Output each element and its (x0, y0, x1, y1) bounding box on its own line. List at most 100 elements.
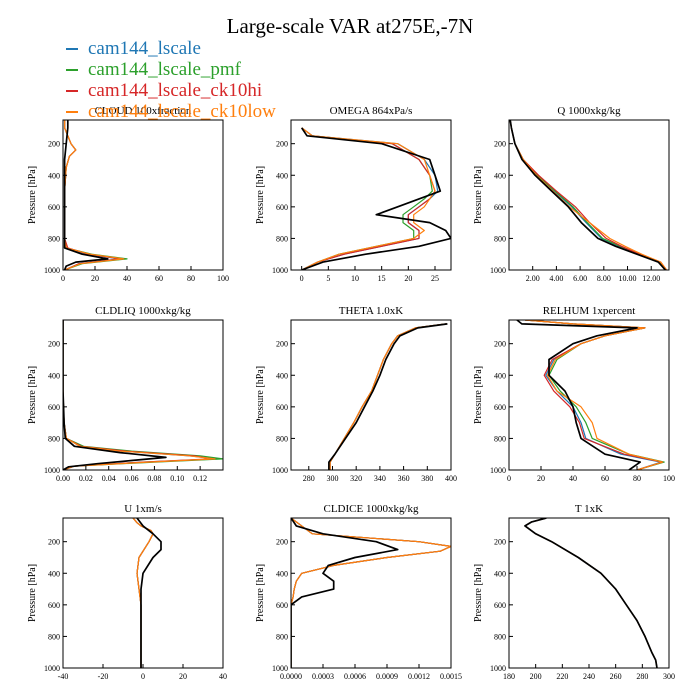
x-tick-label: 300 (663, 672, 675, 681)
figure-title: Large-scale VAR at275E,-7N (226, 14, 474, 38)
y-tick-label: 400 (494, 569, 506, 578)
series-cam144-lscale-ck10low (63, 320, 216, 470)
series-cam144-lscale (63, 120, 120, 270)
plot-frame (62, 119, 224, 271)
panel-title: CLOUD 100xfraction (95, 105, 192, 117)
x-tick-label: 320 (350, 474, 362, 483)
x-tick-label: 40 (123, 274, 131, 283)
series-reference (516, 320, 642, 470)
x-tick-label: 12.00 (642, 274, 660, 283)
y-tick-label: 1000 (272, 266, 288, 275)
x-tick-label: 0.12 (193, 474, 207, 483)
y-tick-label: 800 (48, 434, 60, 443)
y-tick-label: 800 (494, 632, 506, 641)
panel-title: T 1xK (575, 503, 603, 515)
x-tick-label: 360 (398, 474, 410, 483)
series-cam144-lscale-ck10low (329, 323, 447, 470)
y-tick-label: 1000 (44, 466, 60, 475)
legend-label: cam144_lscale_ck10low (88, 101, 276, 122)
y-tick-label: 200 (48, 140, 60, 149)
x-tick-label: 25 (431, 274, 439, 283)
y-tick-label: 600 (276, 203, 288, 212)
panel-title: RELHUM 1xpercent (543, 305, 636, 317)
legend-label: cam144_lscale_pmf (88, 59, 242, 80)
y-tick-label: 400 (48, 171, 60, 180)
x-tick-label: 60 (155, 274, 163, 283)
y-tick-label: 200 (48, 340, 60, 349)
x-tick-label: 340 (374, 474, 386, 483)
y-tick-label: 1000 (272, 664, 288, 673)
legend-swatch (66, 48, 78, 50)
x-tick-label: 0.04 (102, 474, 116, 483)
x-tick-label: 100 (663, 474, 675, 483)
x-tick-label: 40 (219, 672, 227, 681)
x-tick-label: 0 (300, 274, 304, 283)
y-tick-label: 600 (276, 403, 288, 412)
series-cam144-lscale-ck10low (509, 120, 668, 270)
plot-frame (290, 517, 452, 669)
x-tick-label: 0.0015 (440, 672, 462, 681)
y-tick-label: 400 (276, 371, 288, 380)
x-tick-label: 0.10 (170, 474, 184, 483)
y-tick-label: 600 (48, 203, 60, 212)
y-tick-label: 200 (276, 340, 288, 349)
y-axis-label: Pressure [hPa] (473, 366, 484, 424)
panel-title: CLDICE 1000xkg/kg (323, 503, 419, 515)
plot-frame (508, 319, 670, 471)
x-tick-label: 40 (569, 474, 577, 483)
x-tick-label: -20 (98, 672, 109, 681)
y-tick-label: 800 (276, 632, 288, 641)
x-tick-label: 100 (217, 274, 229, 283)
x-tick-label: 180 (503, 672, 515, 681)
x-tick-label: 20 (537, 474, 545, 483)
x-tick-label: 0.0009 (376, 672, 398, 681)
x-tick-label: 5 (326, 274, 330, 283)
series-cam144-lscale-ck10hi (524, 518, 658, 668)
legend-item: cam144_lscale (66, 38, 366, 59)
panel-title: U 1xm/s (124, 503, 162, 515)
series-reference (63, 320, 167, 470)
x-tick-label: 2.00 (526, 274, 540, 283)
x-tick-label: 6.00 (573, 274, 587, 283)
x-tick-label: 0 (507, 474, 511, 483)
series-cam144-lscale-ck10hi (509, 120, 668, 270)
x-tick-label: 0.06 (125, 474, 139, 483)
panel: U 1xm/s 200 400 600 800 1000-40 -20 0 20 40 Pressu… (27, 503, 227, 681)
x-tick-label: 4.00 (549, 274, 563, 283)
y-tick-label: 400 (276, 569, 288, 578)
y-tick-label: 600 (494, 601, 506, 610)
plot-frame (508, 119, 670, 271)
y-tick-label: 800 (48, 234, 60, 243)
legend-item: cam144_lscale_ck10low (66, 101, 366, 122)
plot-frame (62, 517, 224, 669)
y-axis-label: Pressure [hPa] (255, 366, 266, 424)
y-tick-label: 400 (494, 171, 506, 180)
legend-swatch (66, 111, 78, 113)
y-tick-label: 200 (494, 140, 506, 149)
y-tick-label: 400 (494, 371, 506, 380)
x-tick-label: 80 (187, 274, 195, 283)
y-tick-label: 1000 (490, 664, 506, 673)
y-tick-label: 200 (48, 538, 60, 547)
x-tick-label: 400 (445, 474, 457, 483)
plot-frame (508, 517, 670, 669)
x-tick-label: 0.00 (56, 474, 70, 483)
x-tick-label: 10.00 (619, 274, 637, 283)
y-tick-label: 400 (48, 569, 60, 578)
y-tick-label: 200 (494, 538, 506, 547)
plot-frame (290, 319, 452, 471)
series-reference (509, 120, 667, 270)
series-cam144-lscale (509, 120, 666, 270)
x-tick-label: -40 (58, 672, 69, 681)
y-axis-label: Pressure [hPa] (473, 564, 484, 622)
series-cam144-lscale-ck10low (524, 518, 658, 668)
y-tick-label: 800 (276, 434, 288, 443)
y-tick-label: 1000 (490, 466, 506, 475)
y-tick-label: 200 (276, 140, 288, 149)
y-axis-label: Pressure [hPa] (27, 564, 38, 622)
x-tick-label: 20 (91, 274, 99, 283)
panel: OMEGA 864xPa/s 200 400 600 800 1000 0 5 10 15 20 25… (255, 105, 452, 283)
x-tick-label: 15 (378, 274, 386, 283)
